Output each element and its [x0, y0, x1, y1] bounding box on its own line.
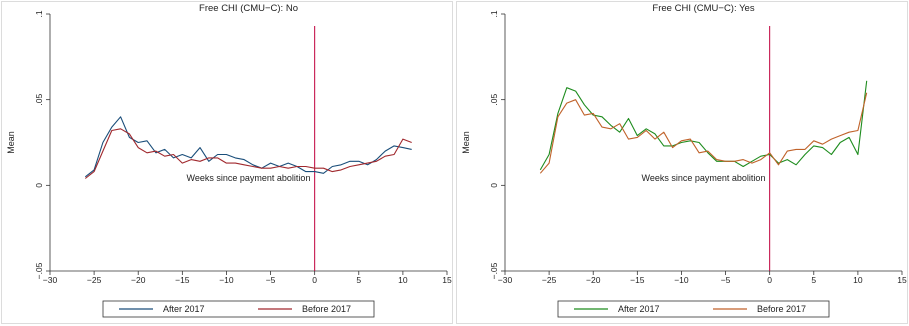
x-tick-label: −10 — [674, 275, 689, 285]
legend-box — [102, 300, 375, 318]
x-tick-label: 10 — [398, 275, 408, 285]
x-tick-label: 0 — [767, 275, 772, 285]
x-tick-label: −20 — [131, 275, 146, 285]
y-tick-label: 0 — [489, 183, 499, 188]
y-tick-label: −.05 — [34, 262, 44, 279]
legend-box — [557, 300, 830, 318]
x-tick-label: −20 — [586, 275, 601, 285]
chart-panel-no: Free CHI (CMU−C): No −.05 0 .05 .1 −30 −25 −20 −… — [0, 0, 454, 326]
y-tick-label: .05 — [34, 93, 44, 105]
x-tick-label: −15 — [630, 275, 645, 285]
chart-title: Free CHI (CMU−C): No — [199, 3, 298, 14]
panel-frame — [456, 1, 908, 324]
x-tick-label: −5 — [266, 275, 276, 285]
chart-title: Free CHI (CMU−C): Yes — [652, 3, 754, 14]
legend-label: After 2017 — [618, 304, 660, 314]
x-tick-label: −25 — [542, 275, 557, 285]
x-axis-label: Weeks since payment abolition — [642, 173, 766, 183]
chart-panel-yes: Free CHI (CMU−C): Yes −.05 0 .05 .1 −30 −25 −20… — [455, 0, 909, 326]
series-line-after-2017 — [84, 116, 412, 178]
x-axis-label: Weeks since payment abolition — [187, 173, 311, 183]
y-tick-label: .05 — [489, 93, 499, 105]
chart-svg-no: Free CHI (CMU−C): No −.05 0 .05 .1 −30 −25 −20 −… — [1, 1, 453, 324]
x-tick-label: 5 — [811, 275, 816, 285]
series-line-before-2017 — [84, 128, 412, 179]
y-tick-label: .1 — [489, 10, 499, 17]
panel-frame — [1, 1, 453, 324]
legend-label: After 2017 — [163, 304, 205, 314]
x-tick-label: −5 — [721, 275, 731, 285]
chart-svg-yes: Free CHI (CMU−C): Yes −.05 0 .05 .1 −30 −25 −20… — [456, 1, 908, 324]
x-tick-label: 15 — [442, 275, 452, 285]
y-axis-label: Mean — [461, 131, 471, 154]
y-tick-label: −.05 — [489, 262, 499, 279]
x-tick-label: −25 — [87, 275, 102, 285]
x-tick-label: 10 — [853, 275, 863, 285]
series-line-before-2017 — [539, 92, 868, 174]
x-tick-label: 5 — [356, 275, 361, 285]
series-line-after-2017 — [539, 80, 868, 171]
x-tick-label: −30 — [498, 275, 513, 285]
y-tick-label: 0 — [34, 183, 44, 188]
y-tick-label: .1 — [34, 10, 44, 17]
x-tick-label: 0 — [312, 275, 317, 285]
legend-label: Before 2017 — [757, 304, 806, 314]
x-tick-label: −15 — [175, 275, 190, 285]
x-tick-label: 15 — [897, 275, 907, 285]
legend-label: Before 2017 — [302, 304, 351, 314]
x-tick-label: −10 — [219, 275, 234, 285]
y-axis-label: Mean — [6, 131, 16, 154]
x-tick-label: −30 — [43, 275, 58, 285]
